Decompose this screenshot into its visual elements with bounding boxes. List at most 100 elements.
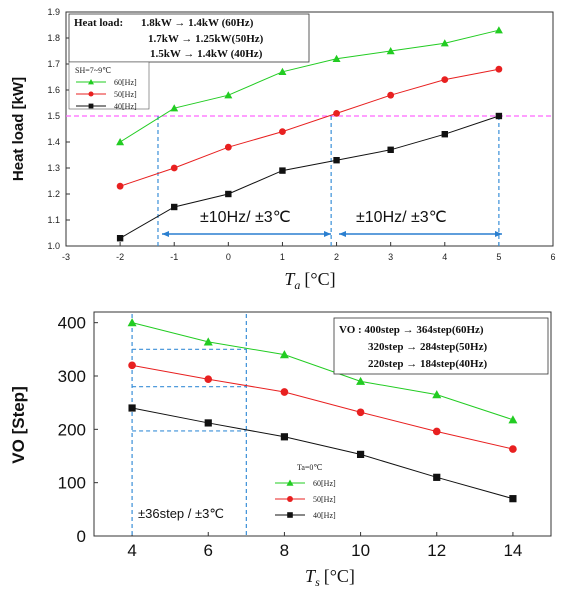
series-line-2 [119, 115, 500, 239]
legend-marker-1 [88, 91, 94, 97]
data-point-1 [116, 182, 124, 190]
data-point-2 [279, 167, 286, 174]
data-point-1 [279, 128, 286, 136]
x-tick-label: 14 [503, 541, 522, 560]
data-point-1 [441, 76, 449, 83]
data-point-0 [279, 350, 289, 359]
data-point-2 [441, 131, 448, 138]
x-axis-label-bottom: Ts [°C] [305, 566, 355, 589]
annotation-bottom-line-2: 320step → 284step(50Hz) [368, 341, 487, 353]
data-point-0 [440, 39, 449, 47]
y-tick-label: 1.3 [47, 163, 60, 173]
annotation-box-top: Heat load: 1.8kW → 1.4kW (60Hz) 1.7kW → … [68, 13, 310, 63]
plot-frame-top [65, 11, 554, 247]
legend-label-2: 40[Hz] [114, 102, 137, 111]
data-point-0 [432, 390, 442, 399]
series-line-0 [119, 29, 500, 143]
annotation-box-bottom-frame [333, 317, 549, 375]
x-tick-label: 2 [334, 252, 339, 262]
legend-label-2: 40[Hz] [313, 511, 336, 520]
data-point-0 [116, 138, 125, 146]
y-tick-label: 100 [58, 474, 86, 493]
data-point-2 [128, 404, 136, 412]
legend-marker-2 [287, 512, 293, 518]
y-tick-label: 1.8 [47, 33, 60, 43]
legend-label-0: 60[Hz] [313, 479, 336, 488]
data-point-2 [509, 495, 517, 503]
annotation-top-line-2: 1.7kW → 1.25kW(50Hz) [148, 33, 264, 45]
x-tick-label: 6 [204, 541, 213, 560]
annotation-top-line-1: 1.8kW → 1.4kW (60Hz) [141, 17, 254, 29]
data-point-1 [509, 445, 517, 453]
data-point-2 [433, 473, 441, 481]
x-tick-label: 3 [388, 252, 393, 262]
annotation-top-line-3: 1.5kW → 1.4kW (40Hz) [150, 48, 263, 60]
y-tick-label: 1.9 [47, 7, 60, 17]
series-line-1 [119, 68, 499, 187]
legend-label-1: 50[Hz] [114, 90, 137, 99]
x-axis-label-top: Ta [°C] [284, 269, 335, 292]
legend-top-frame [68, 61, 150, 110]
data-point-1 [280, 388, 289, 396]
y-tick-label: 300 [58, 367, 86, 386]
range-arrows-top [162, 231, 502, 237]
data-point-2 [387, 146, 394, 153]
legend-marker-0 [286, 479, 294, 486]
data-point-2 [204, 419, 212, 427]
data-point-1 [128, 361, 136, 370]
annotation-top-title: Heat load: [74, 17, 123, 29]
x-tick-label: 6 [550, 252, 555, 262]
data-point-2 [225, 190, 232, 198]
legend-label-1: 50[Hz] [313, 495, 336, 504]
legend-top: SH=7~9℃ 60[Hz] 50[Hz] 40[Hz] [68, 61, 150, 111]
legend-label-0: 60[Hz] [114, 78, 137, 87]
series-line-2 [131, 407, 514, 500]
data-point-1 [333, 110, 340, 117]
legend-top-title: SH=7~9℃ [75, 66, 111, 75]
x-tick-label: 0 [226, 252, 231, 262]
y-tick-label: 200 [58, 420, 86, 439]
annotation-bottom-line-1: VO : 400step → 364step(60Hz) [339, 324, 484, 336]
legend-bottom-title: Ta=0℃ [297, 463, 322, 472]
data-point-1 [356, 408, 365, 417]
data-point-0 [224, 91, 233, 99]
y-tick-label: 400 [58, 314, 86, 333]
x-tick-label: 8 [280, 541, 289, 560]
x-tick-label: 1 [280, 252, 285, 262]
y-tick-label: 1.7 [47, 59, 60, 69]
data-point-0 [203, 337, 213, 346]
data-point-0 [332, 54, 341, 62]
data-point-0 [494, 26, 503, 34]
data-point-2 [356, 450, 365, 458]
range-annotation-top-left: ±10Hz/ ±3℃ [200, 209, 291, 226]
x-tick-label: 10 [351, 541, 370, 560]
data-point-0 [386, 47, 395, 55]
y-tick-label: 1.4 [47, 137, 60, 147]
y-axis-label-top: Heat load [kW] [10, 77, 27, 181]
data-point-2 [333, 157, 340, 164]
data-point-1 [170, 164, 178, 172]
data-point-1 [387, 91, 395, 99]
legend-bottom: Ta=0℃ 60[Hz] 50[Hz] 40[Hz] [275, 463, 336, 520]
y-tick-label: 1.6 [47, 85, 60, 95]
data-point-1 [495, 65, 503, 73]
annotation-bottom-line-3: 220step → 184step(40Hz) [368, 358, 487, 370]
y-tick-label: 1.1 [47, 215, 60, 225]
series-line-0 [131, 322, 514, 421]
x-tick-label: -2 [116, 252, 124, 262]
data-point-2 [171, 203, 178, 211]
y-axis-label-bottom: VO [Step] [9, 386, 28, 463]
plot-frame-bottom [93, 311, 552, 537]
range-annotation-top-right: ±10Hz/ ±3℃ [356, 209, 447, 226]
data-point-1 [432, 427, 441, 436]
x-tick-label: -1 [170, 252, 178, 262]
y-tick-label: 1.2 [47, 189, 60, 199]
data-point-0 [127, 318, 137, 327]
x-tick-label: 5 [496, 252, 501, 262]
x-tick-label: -3 [62, 252, 70, 262]
data-point-2 [280, 433, 289, 441]
legend-marker-1 [287, 496, 293, 502]
chart-top: 1.0 1.1 1.2 1.3 1.4 1.5 1.6 1.7 1.8 1.9 -3 -2 -1 0 1 2 3… [10, 7, 556, 292]
